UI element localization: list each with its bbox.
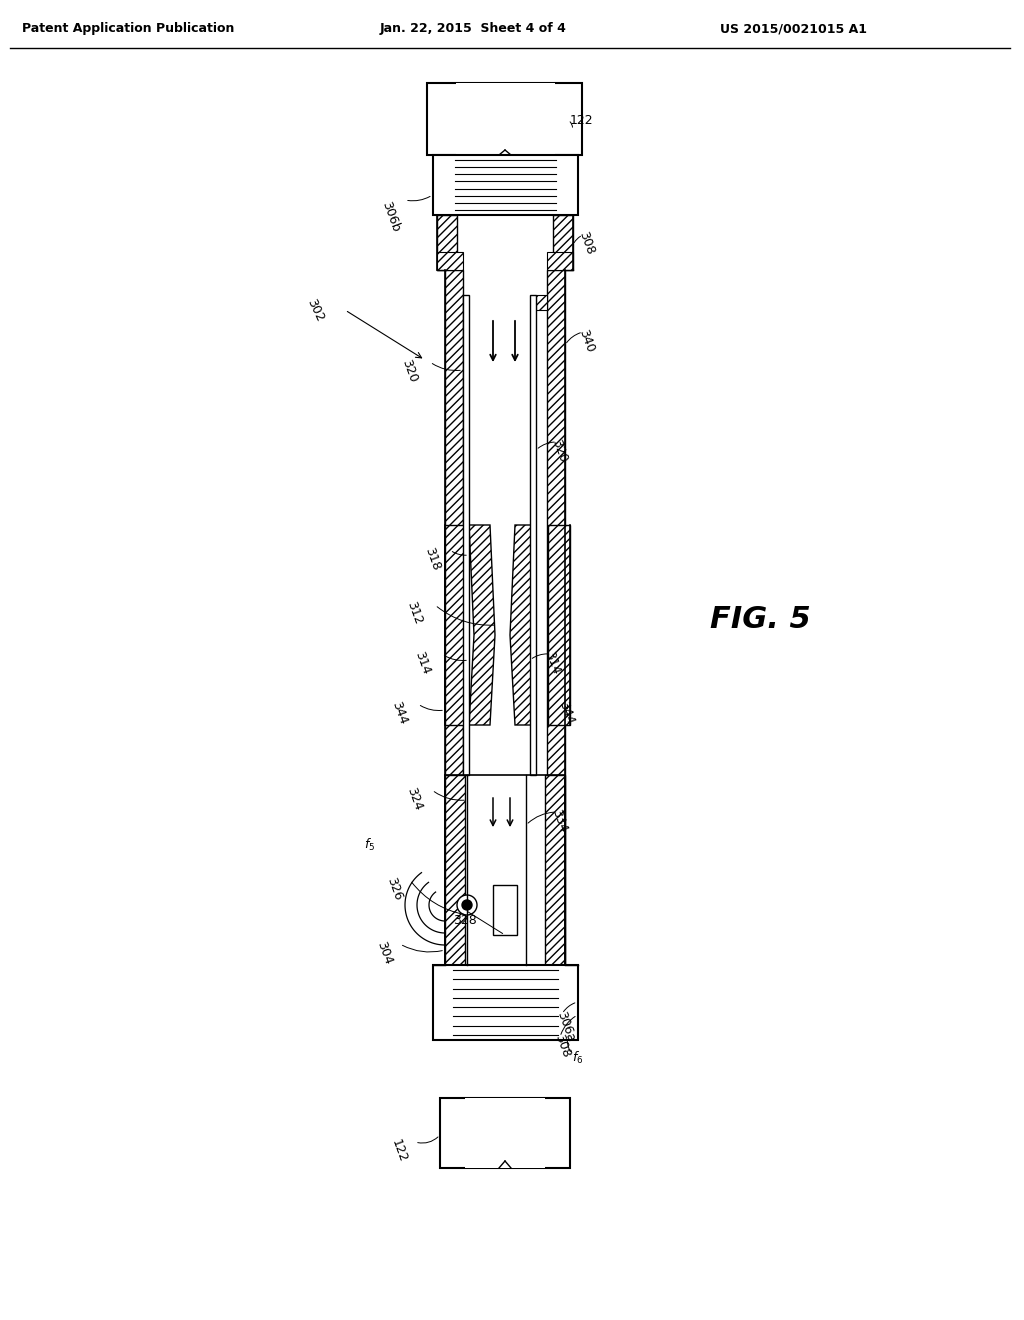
Text: $f_6$: $f_6$ [572, 1049, 584, 1067]
Text: 314: 314 [542, 649, 562, 676]
Text: 312: 312 [403, 599, 424, 627]
Text: Patent Application Publication: Patent Application Publication [22, 22, 234, 36]
Text: 314: 314 [412, 649, 432, 676]
Bar [536, 294, 547, 310]
Circle shape [462, 900, 472, 909]
Bar [553, 215, 573, 271]
Bar [427, 83, 456, 154]
Text: 306a: 306a [554, 1010, 577, 1044]
Bar [456, 83, 555, 154]
Text: 334: 334 [549, 808, 569, 834]
Bar [432, 154, 455, 215]
Text: US 2015/0021015 A1: US 2015/0021015 A1 [720, 22, 867, 36]
Bar [432, 965, 453, 1040]
Text: 122: 122 [570, 114, 594, 127]
Bar [465, 1098, 545, 1168]
Text: 306b: 306b [379, 199, 402, 234]
Text: 308: 308 [552, 1032, 572, 1060]
Bar [547, 252, 573, 271]
Bar [445, 525, 467, 725]
Bar [445, 271, 463, 965]
Bar [440, 1098, 465, 1168]
Text: $f_5$: $f_5$ [364, 837, 375, 853]
Bar [437, 252, 463, 271]
Polygon shape [510, 525, 536, 725]
Text: FIG. 5: FIG. 5 [710, 606, 810, 635]
Bar [463, 294, 469, 775]
Bar [432, 154, 578, 215]
Circle shape [457, 895, 477, 915]
Text: 326: 326 [384, 875, 404, 903]
Text: 344: 344 [389, 700, 410, 726]
Text: 318: 318 [422, 545, 442, 573]
Bar [437, 215, 457, 271]
Text: 340: 340 [575, 327, 596, 355]
Bar [530, 294, 536, 775]
Text: 344: 344 [556, 700, 577, 726]
Polygon shape [463, 525, 495, 725]
Bar [432, 965, 578, 1040]
Text: 320: 320 [399, 358, 419, 384]
Bar [547, 271, 565, 965]
Bar [555, 83, 583, 154]
Bar [555, 154, 578, 215]
Bar [440, 1098, 570, 1168]
Text: 304: 304 [374, 940, 394, 966]
Bar [493, 884, 517, 935]
Text: 324: 324 [403, 785, 424, 812]
Bar [545, 775, 565, 965]
Bar [427, 83, 583, 154]
Text: 320: 320 [549, 438, 569, 465]
Bar [557, 965, 578, 1040]
Text: 122: 122 [389, 1138, 410, 1164]
Text: 308: 308 [575, 230, 596, 256]
Text: 328: 328 [454, 913, 477, 927]
Bar [545, 1098, 570, 1168]
Bar [548, 525, 570, 725]
Text: Jan. 22, 2015  Sheet 4 of 4: Jan. 22, 2015 Sheet 4 of 4 [380, 22, 567, 36]
Bar [445, 775, 465, 965]
Text: 302: 302 [304, 297, 326, 325]
